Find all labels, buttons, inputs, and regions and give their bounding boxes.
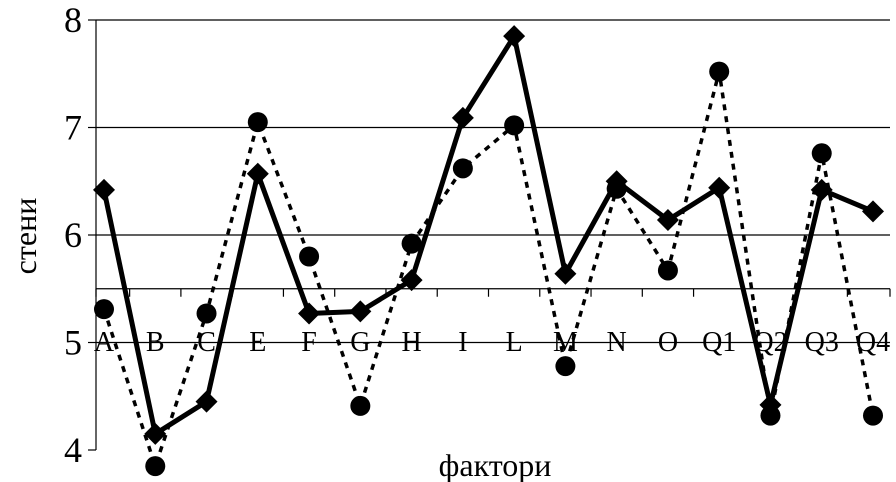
y-tick-label: 4	[64, 430, 82, 470]
diamond-point	[349, 300, 372, 323]
circle-point	[452, 158, 473, 179]
circle-point	[350, 395, 371, 416]
circle-point	[247, 112, 268, 133]
x-tick-label: E	[249, 327, 266, 358]
circle-point	[299, 246, 320, 267]
circle-point	[504, 115, 525, 136]
circle-point	[811, 143, 832, 164]
diamond-point	[554, 262, 577, 285]
circle-point	[145, 456, 166, 477]
diamond-point	[93, 178, 115, 201]
x-tick-label: Q1	[702, 327, 736, 358]
x-tick-label: C	[197, 327, 216, 358]
y-axis-label: стени	[7, 198, 43, 275]
y-tick-label: 6	[64, 215, 82, 255]
diamond-point	[708, 176, 731, 199]
y-tick-label: 5	[64, 323, 82, 363]
x-tick-label: F	[301, 327, 317, 358]
diamond-point	[400, 269, 423, 292]
diamond-point	[246, 162, 269, 185]
series-layer	[93, 25, 884, 477]
circle-point	[196, 303, 217, 324]
x-tick-label: L	[506, 327, 523, 358]
circle-point	[863, 405, 883, 426]
series-line-1	[101, 33, 874, 437]
x-tick-label: O	[658, 327, 678, 358]
circle-point	[760, 405, 781, 426]
x-tick-label: M	[553, 327, 578, 358]
x-tick-label: B	[146, 327, 165, 358]
circle-point	[657, 260, 678, 281]
diamond-point	[451, 106, 474, 129]
diamond-point	[862, 200, 884, 223]
circle-point	[94, 299, 114, 320]
y-axis: 4 5 6 7 8	[64, 0, 97, 470]
x-tick-label: A	[94, 327, 115, 358]
x-axis-label: фактори	[439, 447, 552, 482]
series-line-2	[102, 69, 875, 468]
x-tick-label: H	[401, 327, 421, 358]
diamond-point	[195, 390, 218, 413]
x-tick-label: Q3	[805, 327, 839, 358]
circle-point	[606, 178, 627, 199]
y-tick-label: 8	[64, 0, 82, 40]
diamond-point	[656, 208, 679, 231]
series-2	[94, 61, 883, 477]
circle-point	[555, 356, 576, 377]
x-tick-label: G	[350, 327, 370, 358]
series-1	[93, 25, 884, 445]
diamond-point	[298, 302, 321, 325]
x-tick-label: I	[458, 327, 467, 358]
circle-point	[401, 233, 422, 254]
x-tick-label: N	[607, 327, 627, 358]
circle-point	[709, 61, 730, 82]
y-tick-label: 7	[64, 108, 82, 148]
x-axis: A B C E F G H I L M N O Q1 Q2 Q3 Q4	[94, 288, 891, 358]
diamond-point	[503, 25, 526, 48]
diamond-point	[144, 422, 167, 445]
